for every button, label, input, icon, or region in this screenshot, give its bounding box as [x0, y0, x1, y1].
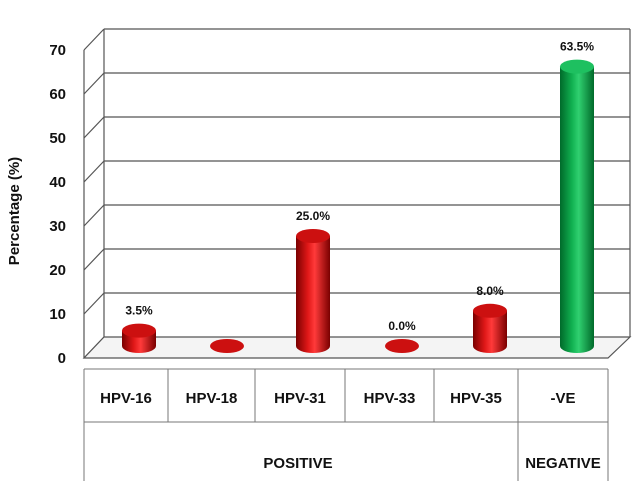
side-wall-gridline	[83, 116, 105, 139]
side-wall-gridline	[83, 72, 105, 95]
side-wall-gridline	[83, 28, 105, 51]
x-axis-table: HPV-16 HPV-18 HPV-31 HPV-33 HPV-35 -VE POSITIV…	[83, 368, 609, 481]
bar-hpv-33	[385, 339, 419, 353]
bar--ve	[560, 59, 594, 353]
category-label: HPV-35	[450, 390, 502, 407]
category-label: HPV-33	[364, 390, 416, 407]
bar-cap	[210, 339, 244, 353]
chart-floor	[82, 336, 632, 359]
y-tick-label: 30	[49, 218, 66, 235]
y-tick-label: 60	[49, 86, 66, 103]
side-wall-gridline	[83, 160, 105, 183]
grid-lines	[82, 28, 632, 359]
y-axis-label: Percentage (%)	[6, 157, 23, 265]
group-label: NEGATIVE	[525, 455, 601, 472]
bar-body	[296, 236, 330, 353]
data-label: 63.5%	[560, 40, 594, 54]
y-tick-label: 50	[49, 130, 66, 147]
data-label: 0.0%	[388, 319, 416, 333]
y-tick-labels: 0 10 20 30 40 50 60 70	[49, 42, 66, 367]
bar-cap	[560, 59, 594, 74]
bar-hpv-16	[122, 323, 156, 353]
y-tick-label: 70	[49, 42, 66, 59]
side-wall-gridline	[83, 204, 105, 227]
bar-cap	[473, 303, 507, 318]
bar-cap	[122, 323, 156, 338]
bar-body	[473, 310, 507, 353]
y-tick-label: 10	[49, 306, 66, 323]
y-tick-label: 0	[58, 350, 66, 367]
bar-hpv-18	[210, 339, 244, 353]
bars	[122, 59, 594, 353]
bar-cap	[296, 229, 330, 243]
side-wall-gridline	[83, 248, 105, 271]
side-wall-gridline	[83, 292, 105, 315]
data-label: 25.0%	[296, 209, 330, 223]
group-label: POSITIVE	[263, 455, 332, 472]
data-label: 3.5%	[125, 304, 153, 318]
y-tick-label: 40	[49, 174, 66, 191]
category-label: HPV-18	[186, 390, 238, 407]
bar-body	[560, 66, 594, 353]
bar-hpv-31	[296, 229, 330, 353]
category-label: HPV-31	[274, 390, 326, 407]
bar-hpv-35	[473, 303, 507, 353]
data-label: 8.0%	[476, 284, 504, 298]
category-label: HPV-16	[100, 390, 152, 407]
category-label: -VE	[550, 390, 575, 407]
bar-cap	[385, 339, 419, 353]
data-labels: 3.5% 25.0% 0.0% 8.0% 63.5%	[125, 40, 594, 333]
y-tick-label: 20	[49, 262, 66, 279]
